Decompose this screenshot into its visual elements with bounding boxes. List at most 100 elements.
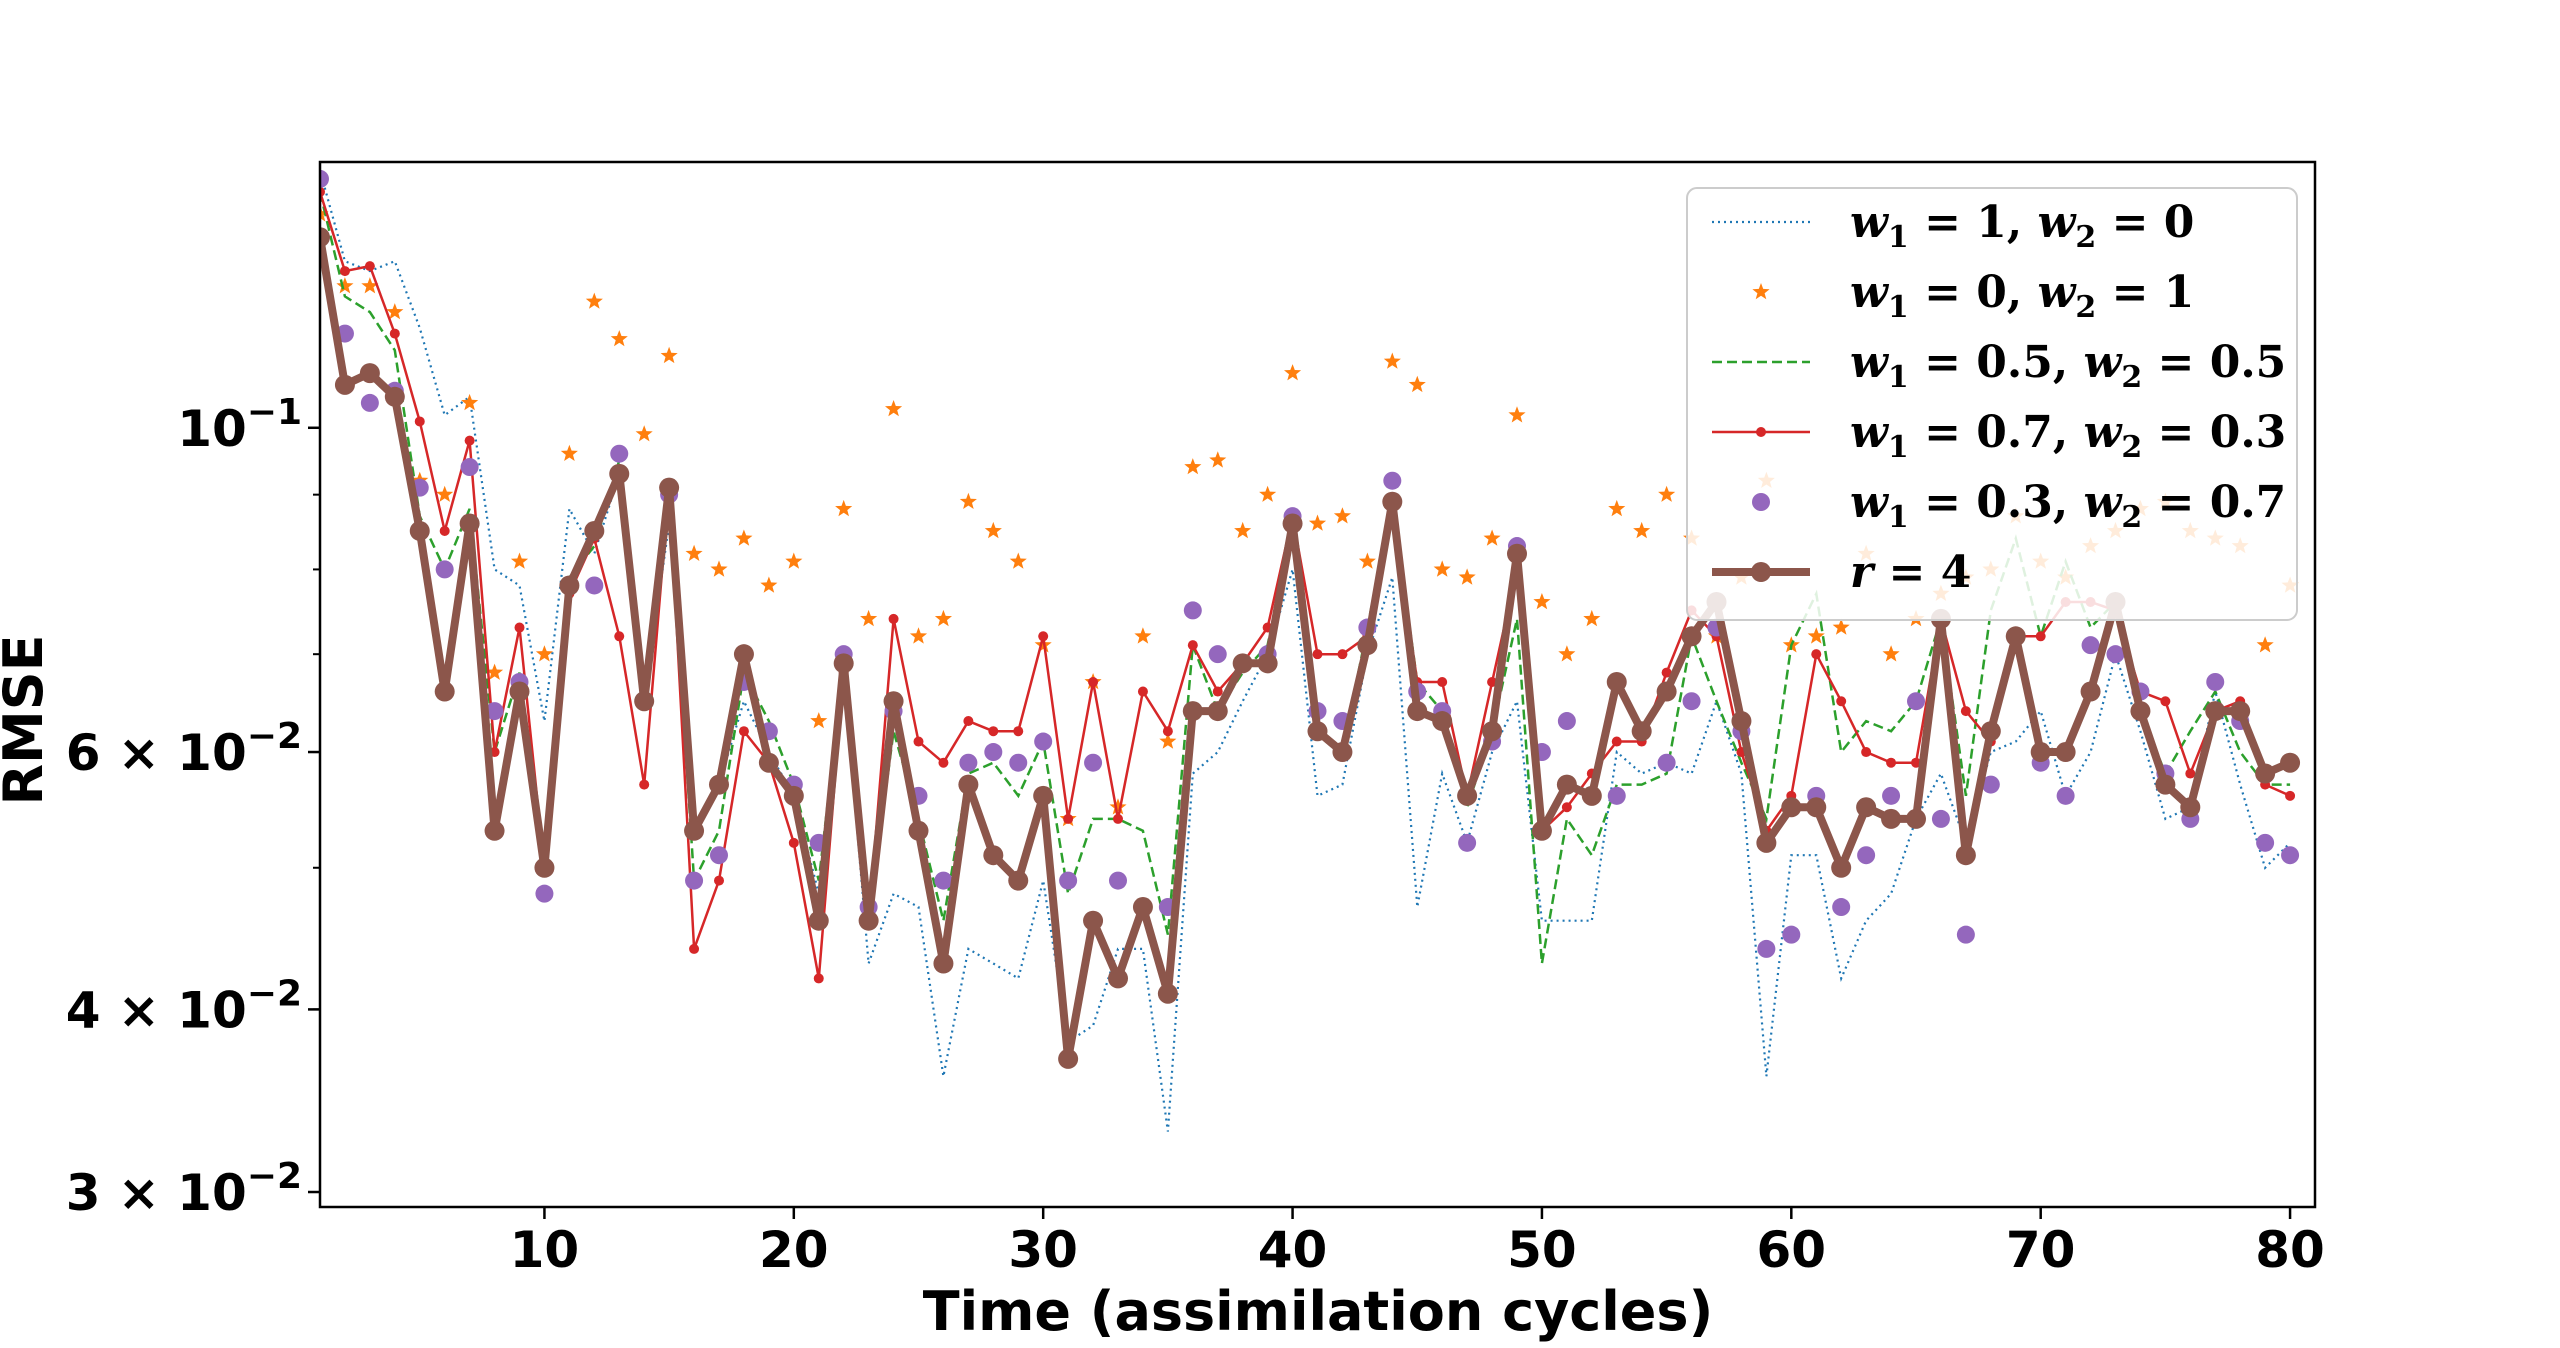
data-point — [1508, 406, 1526, 423]
data-point — [1137, 686, 1148, 697]
data-point — [2056, 786, 2075, 805]
data-point — [1157, 983, 1178, 1004]
data-point — [709, 774, 729, 795]
data-point — [364, 261, 375, 272]
data-point — [1408, 375, 1426, 393]
legend: w1 = 1, w2 = 0w1 = 0, w2 = 1w1 = 0.5, w2… — [1686, 187, 2298, 621]
data-point — [559, 575, 580, 596]
data-point — [1457, 785, 1478, 806]
data-point — [1960, 706, 1971, 717]
data-point — [1581, 785, 1602, 806]
data-point — [2180, 797, 2201, 818]
legend-label-part: = 1 — [2096, 267, 2194, 318]
data-point — [2106, 645, 2125, 664]
data-point — [984, 521, 1002, 539]
data-point — [2230, 701, 2251, 722]
legend-label-part: w — [2083, 337, 2123, 388]
data-point — [334, 374, 355, 395]
data-point — [710, 560, 728, 577]
legend-item-w1-0-3-w2-0-7: w1 = 0.3, w2 = 0.7 — [1752, 477, 2286, 535]
data-point — [913, 736, 924, 747]
data-point — [934, 609, 952, 627]
data-point — [685, 544, 703, 561]
data-point — [835, 499, 853, 517]
legend-label: w1 = 0.3, w2 = 0.7 — [1850, 477, 2286, 535]
data-point — [610, 330, 628, 347]
data-point — [1009, 552, 1027, 569]
data-point — [635, 425, 653, 442]
x-tick-label: 10 — [510, 1221, 580, 1279]
data-point — [1981, 775, 2000, 794]
data-point — [1284, 364, 1302, 381]
data-point — [2081, 636, 2100, 655]
data-point — [609, 463, 630, 484]
data-point — [585, 292, 603, 309]
data-point — [959, 753, 978, 772]
data-point — [634, 691, 655, 712]
data-point — [1811, 649, 1822, 660]
data-point — [1084, 753, 1103, 772]
data-point — [409, 520, 430, 541]
legend-label-part: 2 — [2075, 290, 2096, 325]
legend-marker — [1752, 493, 1770, 511]
data-point — [1756, 832, 1777, 853]
data-point — [684, 820, 705, 841]
data-point — [1657, 753, 1676, 772]
data-point — [1358, 552, 1376, 569]
data-point — [1857, 846, 1876, 865]
data-point — [1209, 451, 1227, 468]
series-line — [320, 236, 2292, 1063]
legend-label-part: w — [1850, 477, 1890, 528]
data-point — [659, 477, 680, 498]
data-point — [860, 609, 878, 627]
y-tick-exponent: −2 — [247, 973, 302, 1014]
data-point — [1558, 645, 1576, 662]
data-point — [1606, 671, 1627, 692]
data-point — [1013, 726, 1024, 737]
axes: 10 20 30 40 50 60 70 803 × 10−24 × 10−26 × 10−2… — [66, 392, 2325, 1279]
data-point — [1207, 701, 1228, 722]
data-point — [1832, 898, 1851, 917]
data-point — [2155, 774, 2176, 795]
data-point — [439, 525, 450, 536]
data-point — [510, 552, 529, 569]
data-point — [560, 444, 578, 461]
data-point — [938, 757, 949, 768]
data-point — [434, 681, 455, 702]
data-point — [1063, 813, 1074, 824]
legend-marker — [1756, 427, 1766, 437]
data-point — [1881, 808, 1902, 829]
data-point — [1781, 797, 1802, 818]
data-point — [1608, 499, 1626, 517]
data-point — [1113, 813, 1123, 824]
data-point — [2280, 752, 2301, 773]
data-point — [813, 973, 824, 984]
legend-label-part: 1 — [1888, 220, 1909, 255]
data-point — [2130, 701, 2151, 722]
data-point — [788, 837, 799, 848]
plot-frame — [318, 160, 2317, 1209]
x-tick-label: 50 — [1507, 1221, 1577, 1279]
data-point — [1611, 736, 1622, 747]
legend-label-part: 1 — [1888, 360, 1909, 395]
data-point — [1083, 910, 1104, 931]
legend-item-w1-0-w2-1: w1 = 0, w2 = 1 — [1752, 267, 2194, 325]
data-point — [2205, 701, 2226, 722]
legend-label-part: = 0, — [1909, 267, 2038, 318]
data-point — [1607, 786, 1626, 805]
data-point — [1009, 753, 1028, 772]
data-point — [2035, 631, 2046, 642]
data-point — [2160, 696, 2171, 707]
x-tick-label: 80 — [2255, 1221, 2325, 1279]
legend-label-part: w — [1850, 267, 1890, 318]
x-tick-label: 60 — [1757, 1221, 1827, 1279]
legend-label-part: r — [1850, 547, 1876, 598]
data-point — [360, 393, 379, 412]
data-point — [2080, 681, 2101, 702]
data-point — [2256, 636, 2274, 653]
data-point — [1533, 593, 1551, 610]
data-point — [1861, 747, 1872, 758]
legend-item-w1-0-7-w2-0-3: w1 = 0.7, w2 = 0.3 — [1712, 407, 2286, 465]
data-point — [1034, 732, 1053, 751]
data-point — [758, 752, 779, 773]
